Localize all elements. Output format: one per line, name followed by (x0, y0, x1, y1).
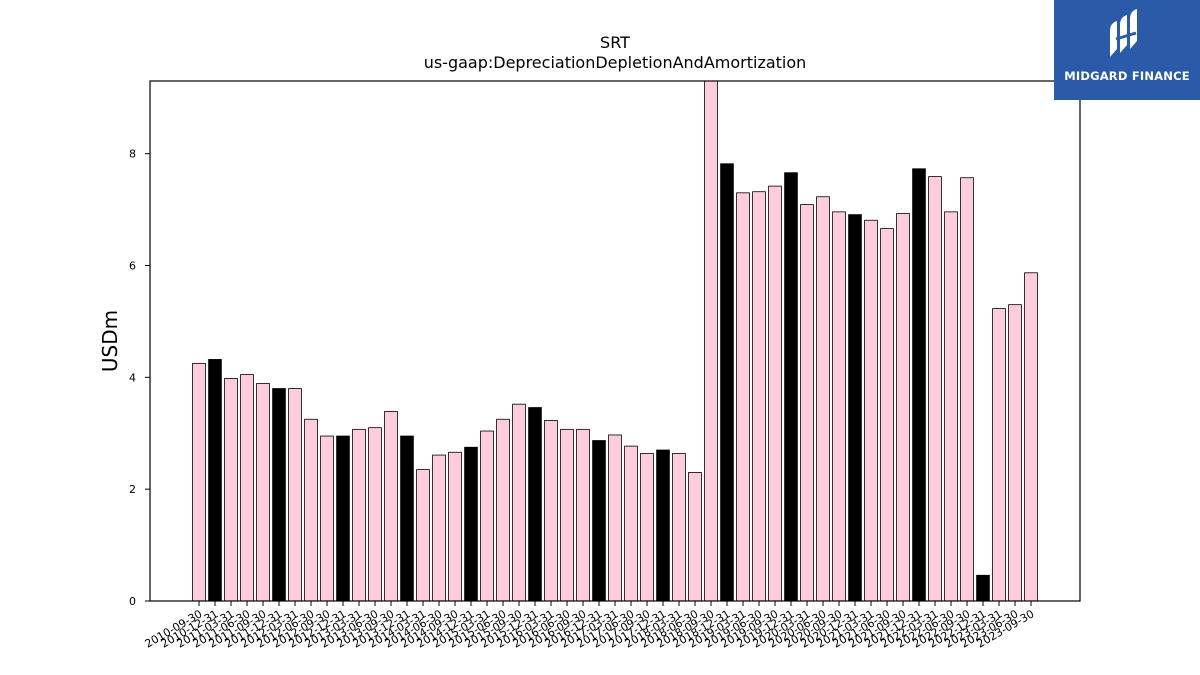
bar-2017-06-30 (624, 445, 638, 602)
y-tick-label: 4 (129, 371, 136, 384)
bar-2015-06-30 (496, 418, 510, 602)
bar-2023-03-31 (992, 308, 1006, 602)
y-tick-label: 8 (129, 148, 136, 161)
bar-2014-09-30 (448, 451, 462, 602)
bar-2015-12-31 (528, 407, 542, 602)
bar-2013-09-30 (384, 411, 398, 602)
bar-2016-03-31 (544, 419, 558, 602)
bar-2018-09-30 (704, 80, 718, 602)
y-axis: 0 2 4 6 8 (129, 148, 150, 608)
bar-2013-12-31 (400, 435, 414, 602)
bar-2021-03-31 (864, 219, 878, 602)
bar-2020-06-30 (816, 196, 830, 602)
bar-2021-06-30 (880, 228, 894, 602)
bar-2018-06-30 (688, 471, 702, 602)
bar-2017-12-31 (656, 449, 670, 602)
bar-2021-09-30 (896, 213, 910, 602)
bar-2019-06-30 (752, 191, 766, 602)
bar-2011-12-31 (272, 388, 286, 602)
bar-2022-06-30 (944, 211, 958, 602)
x-axis: 2010-09-302010-12-312011-03-312011-06-30… (143, 601, 1037, 651)
midgard-logo-mark-icon (1110, 9, 1137, 57)
bar-2022-03-31 (928, 176, 942, 602)
bar-2016-12-31 (592, 440, 606, 602)
bar-2022-12-31 (976, 574, 990, 602)
bar-2020-03-31 (800, 204, 814, 602)
bar-2020-09-30 (832, 211, 846, 602)
bar-2023-06-30 (1008, 304, 1022, 602)
bar-2021-12-31 (912, 168, 926, 602)
bar-2023-09-30 (1024, 272, 1038, 602)
bar-2018-12-31 (720, 163, 734, 602)
bar-2019-09-30 (768, 185, 782, 602)
bar-2010-12-31 (208, 359, 222, 602)
y-axis-label: USDm (98, 310, 122, 372)
bar-2014-06-30 (432, 454, 446, 602)
bar-2022-09-30 (960, 177, 974, 602)
plot-frame (149, 80, 1081, 602)
brand-name: MIDGARD FINANCE (1064, 69, 1190, 83)
bar-2011-03-31 (224, 378, 238, 602)
bar-2014-12-31 (464, 446, 478, 602)
bar-2012-06-30 (304, 418, 318, 602)
brand-logo: MIDGARD FINANCE (1054, 0, 1200, 100)
y-tick-label: 2 (129, 483, 136, 496)
bar-2015-09-30 (512, 403, 526, 602)
bar-2018-03-31 (672, 452, 686, 602)
bar-2017-09-30 (640, 452, 654, 602)
bar-2012-12-31 (336, 435, 350, 602)
bar-2019-12-31 (784, 172, 798, 602)
bar-2019-03-31 (736, 192, 750, 602)
bar-2016-09-30 (576, 428, 590, 602)
bar-2012-03-31 (288, 388, 302, 602)
chart-subtitle: us-gaap:DepreciationDepletionAndAmortiza… (424, 53, 807, 72)
bar-2013-06-30 (368, 427, 382, 602)
bar-2014-03-31 (416, 469, 430, 602)
bar-2017-03-31 (608, 434, 622, 602)
chart-title: SRT (600, 33, 630, 52)
bar-2016-06-30 (560, 428, 574, 602)
y-tick-label: 0 (129, 595, 136, 608)
bar-2011-06-30 (240, 374, 254, 602)
bar-2012-09-30 (320, 435, 334, 602)
bar-2011-09-30 (256, 383, 270, 602)
bar-2013-03-31 (352, 428, 366, 602)
bar-2015-03-31 (480, 430, 494, 602)
y-tick-label: 6 (129, 260, 136, 273)
bars-group (192, 80, 1038, 602)
bar-2020-12-31 (848, 214, 862, 602)
bar-2010-09-30 (192, 362, 206, 602)
